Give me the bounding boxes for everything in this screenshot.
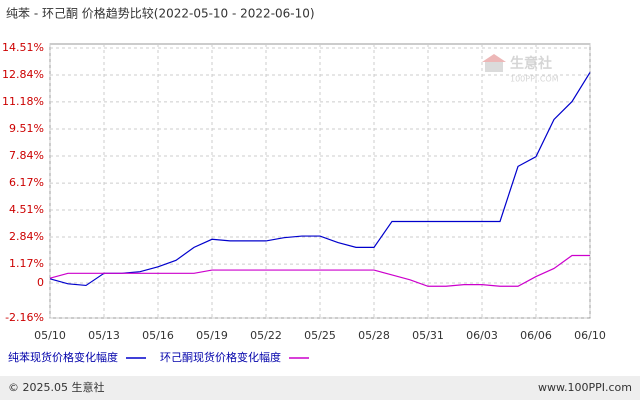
y-tick-label: 9.51% (9, 122, 44, 135)
x-tick-label: 05/19 (196, 329, 228, 342)
logo-roof (482, 54, 506, 62)
footer-site: www.100PPI.com (538, 381, 632, 394)
chart-title: 纯苯 - 环己酮 价格趋势比较(2022-05-10 - 2022-06-10) (6, 6, 315, 21)
footer-copyright: © 2025.05 生意社 (8, 380, 104, 394)
watermark-name: 生意社 (510, 55, 552, 72)
y-tick-label: 12.84% (2, 68, 44, 81)
x-tick-label: 05/28 (358, 329, 390, 342)
y-tick-label: -2.16% (5, 311, 44, 324)
series-line (49, 254, 590, 287)
y-tick-label: 7.84% (9, 149, 44, 162)
y-tick-label: 14.51% (2, 41, 44, 54)
x-tick-label: 05/31 (412, 329, 444, 342)
x-tick-label: 05/10 (34, 329, 66, 342)
x-tick-label: 05/13 (88, 329, 120, 342)
x-tick-label: 05/25 (304, 329, 336, 342)
y-tick-label: 1.17% (9, 257, 44, 270)
footer-bar (0, 376, 640, 400)
x-tick-label: 05/16 (142, 329, 174, 342)
x-tick-label: 06/06 (520, 329, 552, 342)
x-tick-label: 06/03 (466, 329, 498, 342)
watermark-url: 100PPI.COM (510, 75, 559, 84)
y-tick-label: 11.18% (2, 95, 44, 108)
legend-label: 环己酮现货价格变化幅度 (160, 350, 281, 364)
logo-base (485, 62, 503, 72)
x-tick-label: 05/22 (250, 329, 282, 342)
y-tick-label: 4.51% (9, 203, 44, 216)
y-tick-label: 6.17% (9, 176, 44, 189)
y-tick-label: 0 (37, 276, 44, 289)
x-tick-label: 06/10 (574, 329, 606, 342)
y-tick-label: 2.84% (9, 230, 44, 243)
watermark: 生意社 100PPI.COM (482, 54, 559, 84)
legend-label: 纯苯现货价格变化幅度 (8, 350, 118, 364)
series-line (49, 72, 591, 287)
plot-frame (49, 43, 591, 319)
